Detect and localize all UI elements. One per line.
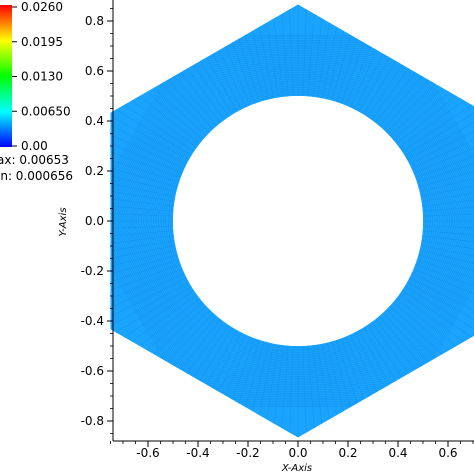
- x-tick-label: -0.2: [236, 446, 259, 460]
- circular-hole: [173, 96, 423, 346]
- x-tick-label: -0.4: [186, 446, 209, 460]
- axes: -0.6 -0.4 -0.2 0.0 0.2 0.4 0.6 0.8 0.6 0.4 0.2 0.0…: [58, 0, 474, 474]
- x-tick-label: 0.2: [338, 446, 357, 460]
- x-tick-label: 0.6: [438, 446, 457, 460]
- y-tick-label: -0.6: [81, 364, 104, 378]
- y-tick-label: -0.2: [81, 264, 104, 278]
- y-tick-label: 0.8: [85, 14, 104, 28]
- y-tick-label: 0.2: [85, 164, 104, 178]
- colorbar-tick-label: 0.00650: [21, 104, 71, 118]
- colorbar-tick-label: 0.0260: [21, 0, 63, 14]
- y-axis-title: Y-Axis: [58, 207, 69, 236]
- x-axis-title: X-Axis: [281, 463, 312, 474]
- y-tick-label: 0.6: [85, 64, 104, 78]
- colorbar-tick-label: 0.0195: [21, 35, 63, 49]
- colorbar-tick-label: 0.0130: [21, 70, 63, 84]
- y-tick-label: 0.4: [85, 114, 104, 128]
- colorbar-ticks: 0.0260 0.0195 0.0130 0.00650 0.00: [12, 0, 71, 153]
- y-tick-label: -0.4: [81, 314, 104, 328]
- x-tick-label: -0.6: [136, 446, 159, 460]
- x-tick-label: 0.4: [388, 446, 407, 460]
- colorbar-tick-label: 0.00: [21, 139, 48, 153]
- max-label: ax: 0.00653: [0, 153, 69, 167]
- min-label: in: 0.000656: [0, 169, 73, 183]
- x-tick-label: 0.0: [288, 446, 307, 460]
- colorbar-gradient: [0, 5, 12, 147]
- y-tick-label: -0.8: [81, 414, 104, 428]
- colorbar: 0.0260 0.0195 0.0130 0.00650 0.00: [0, 0, 71, 153]
- y-tick-label: 0.0: [85, 214, 104, 228]
- x-axis-ticks: -0.6 -0.4 -0.2 0.0 0.2 0.4 0.6: [110, 441, 474, 460]
- y-axis-ticks: 0.8 0.6 0.4 0.2 0.0 -0.2 -0.4 -0.6 -0.8: [81, 8, 113, 434]
